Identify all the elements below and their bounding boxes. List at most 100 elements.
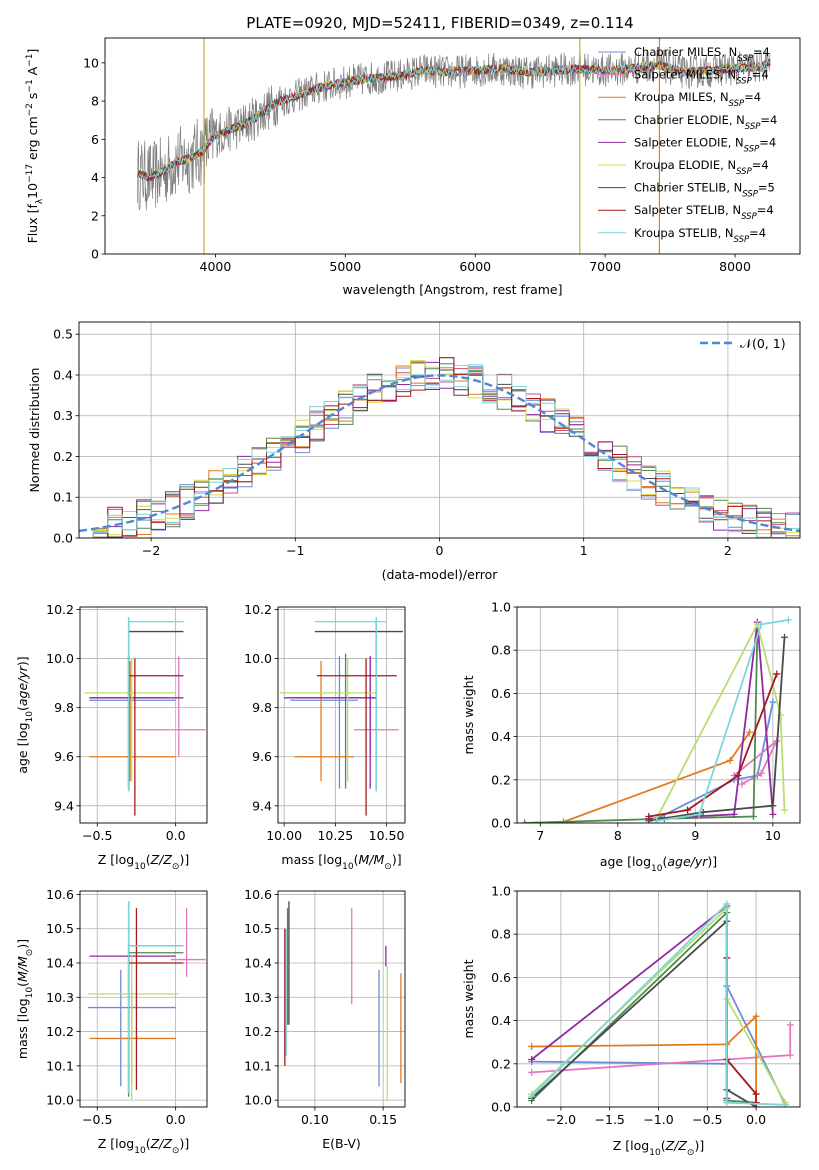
label-part: Z [log (98, 1136, 134, 1151)
legend-text: Kroupa STELIB, N (634, 226, 734, 240)
x-tick-label: 0.10 (301, 1112, 329, 1127)
weight-marker (528, 1055, 536, 1063)
axes-frame (79, 606, 208, 824)
x-tick-label: −2.0 (546, 1112, 576, 1127)
x-tick-label: 10 (765, 828, 781, 843)
label-part: mass [log (15, 998, 30, 1059)
y-tick-label: 10.0 (244, 1093, 272, 1108)
legend-sub: SSP (736, 167, 752, 177)
weight-marker (645, 813, 653, 821)
x-axis-label: Z [log10(Z/Z⊙)] (98, 1136, 189, 1156)
legend-entry: 𝒩(0, 1) (740, 336, 786, 351)
legend-text: Kroupa ELODIE, N (634, 158, 736, 172)
weight-marker (769, 810, 777, 818)
weight-line-salpeter-stelib (648, 673, 778, 818)
legend-tail: =4 (753, 45, 770, 59)
legend-text: Salpeter ELODIE, N (634, 135, 744, 149)
label-part: )] (179, 852, 189, 867)
weight-marker (723, 1099, 731, 1107)
y-tick-label: 10.0 (46, 651, 74, 666)
label-part: age [log (600, 854, 651, 869)
weight-line-chabrier-elodie (524, 628, 759, 823)
x-tick-label: 0.15 (369, 1112, 397, 1127)
y-tick-label: 1.0 (491, 884, 511, 899)
label-part: A (25, 66, 40, 79)
label-part: age/yr (667, 854, 708, 869)
y-tick-label: 10.2 (46, 602, 74, 617)
y-tick-label: 10.1 (46, 1058, 74, 1073)
y-tick-label: 9.8 (252, 700, 272, 715)
x-axis-label: Z [log10(Z/Z⊙)] (613, 1138, 704, 1158)
x-tick-label: 5000 (329, 259, 361, 274)
legend-tail: =4 (760, 113, 777, 127)
y-tick-label: 0.5 (53, 327, 73, 342)
weight-marker (528, 1068, 536, 1076)
y-tick-label: 10.5 (244, 921, 272, 936)
y-tick-label: 10.2 (46, 1024, 74, 1039)
label-part: ] (25, 49, 40, 54)
label-part: 10 (134, 1146, 146, 1156)
weight-line-kroupa-miles (524, 731, 751, 823)
weight-marker (757, 769, 765, 777)
label-part: )] (179, 1136, 189, 1151)
y-tick-label: 10.4 (244, 956, 272, 971)
legend-sub: SSP (737, 54, 753, 64)
label-part: ⊙ (687, 1148, 695, 1158)
axes-frame (78, 321, 801, 539)
weight-marker (752, 1099, 760, 1107)
label-part: )] (707, 854, 717, 869)
plot-area-mass_vs_Z (80, 891, 207, 1107)
y-tick-label: 1.0 (491, 600, 511, 615)
weight-marker (726, 756, 734, 764)
y-tick-label: 0.8 (491, 927, 511, 942)
legend-tail: =5 (758, 181, 775, 195)
axes-age_vs_Z: −0.5 0.09.49.69.810.010.2Z [log10(Z/Z⊙)]a… (15, 602, 208, 872)
label-part: M/M (15, 956, 30, 982)
label-part: age/yr (15, 665, 30, 706)
weight-line-chabrier-miles (656, 701, 774, 820)
y-tick-label: 0.6 (491, 970, 511, 985)
y-tick-label: 0.2 (491, 1056, 511, 1071)
axes-mass_vs_ebv: 0.10 0.15 10.0 10.1 10.2 10.3 10.4 10.5 10.6 E(B-… (244, 887, 406, 1151)
x-tick-label: 0.0 (166, 1112, 186, 1127)
weight-line-chabrier-stelib (530, 919, 757, 1107)
label-part: −2 (25, 103, 35, 116)
legend-tail: =4 (752, 68, 769, 82)
label-part: 10 (134, 862, 146, 872)
y-tick-label: 10.2 (244, 1024, 272, 1039)
weight-marker (528, 1043, 536, 1051)
spectrum-model-kroupa-stelib (137, 58, 771, 181)
label-part: Z/Z (150, 1136, 173, 1151)
label-part: Z/Z (150, 852, 173, 867)
label-part: )] (392, 852, 402, 867)
legend-text: Chabrier ELODIE, N (634, 113, 745, 127)
y-tick-label: 10.5 (46, 921, 74, 936)
x-tick-label: 8000 (719, 259, 751, 274)
y-tick-label: 0.4 (53, 367, 73, 382)
y-tick-label: 0.0 (491, 1100, 511, 1115)
legend-entry: Kroupa ELODIE, NSSP=4 (634, 158, 769, 177)
label-part: 10 (25, 711, 35, 723)
plot-area-spectrum (137, 38, 771, 254)
weight-marker (769, 802, 777, 810)
weight-marker (769, 698, 777, 706)
x-tick-label: 0 (436, 543, 444, 558)
y-tick-label: 10.2 (244, 602, 272, 617)
label-part: Flux [f (25, 204, 40, 244)
axes-frame (104, 37, 801, 255)
y-tick-label: 4 (91, 170, 99, 185)
plot-area-weight_vs_age (517, 607, 800, 823)
label-part: )] (15, 939, 30, 949)
axes-spectrum: 4000 5000 6000 7000 8000 0 2 4 6 8 10 wavelength [A… (25, 37, 801, 297)
x-tick-label: 4000 (200, 259, 232, 274)
label-part: ⊙ (384, 862, 392, 872)
axes-frame (277, 606, 406, 824)
weight-line-kroupa-elodie (655, 621, 786, 820)
y-tick-label: 10.4 (46, 956, 74, 971)
y-tick-label: 9.4 (54, 798, 74, 813)
weight-line-kroupa-stelib (530, 901, 786, 1106)
y-tick-label: 10.0 (46, 1093, 74, 1108)
x-tick-label: −1 (286, 543, 304, 558)
x-tick-label: 0.0 (746, 1112, 766, 1127)
label-part: ( (354, 852, 359, 867)
